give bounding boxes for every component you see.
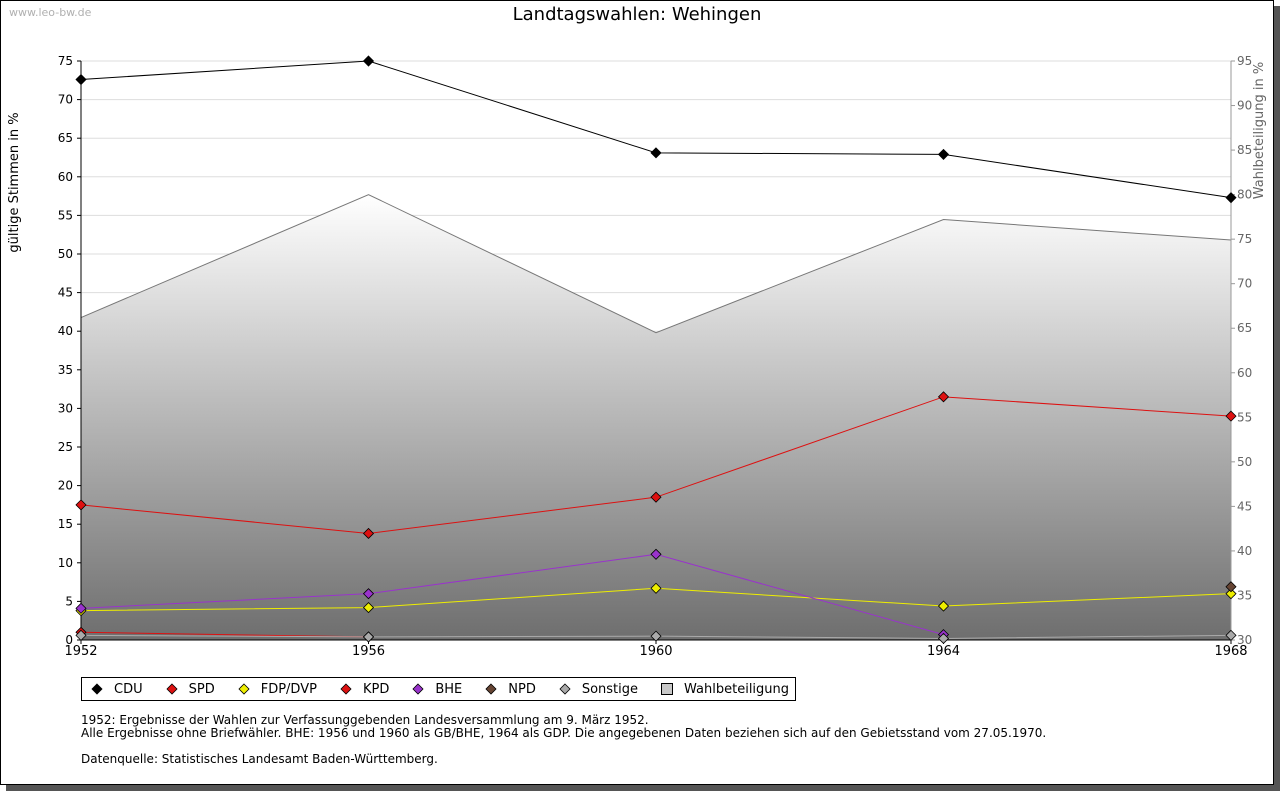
y2-tick-label: 60 (1237, 366, 1252, 380)
x-tick-label: 1964 (927, 644, 960, 659)
data-point (1225, 588, 1237, 600)
legend-label: Wahlbeteiligung (684, 681, 790, 697)
legend-swatch (340, 683, 352, 695)
y-tick-label: 60 (58, 170, 73, 184)
legend-swatch (166, 683, 178, 695)
y2-tick-label: 70 (1237, 277, 1252, 291)
data-point (1225, 410, 1237, 422)
y-tick-label: 5 (65, 594, 73, 608)
legend-label: Sonstige (581, 681, 639, 697)
legend-label: NPD (508, 681, 536, 697)
y2-tick-label: 75 (1237, 232, 1252, 246)
watermark: www.leo-bw.de (9, 6, 92, 19)
x-tick-label: 1956 (352, 644, 385, 659)
data-point (362, 527, 375, 540)
x-tick-label: 1968 (1214, 644, 1247, 659)
legend-label: KPD (362, 681, 390, 697)
data-point (75, 602, 87, 614)
y2-tick-label: 95 (1237, 54, 1252, 68)
legend-item: Wahlbeteiligung (660, 682, 789, 697)
note-line-2: Alle Ergebnisse ohne Briefwähler. BHE: 1… (81, 726, 1047, 740)
turnout-area (81, 194, 1231, 640)
y2-axis-title: Wahlbeteiligung in % (1252, 62, 1267, 199)
legend-swatch (238, 683, 250, 695)
y2-tick-label: 65 (1237, 321, 1252, 335)
y-tick-label: 10 (58, 556, 73, 570)
data-point (362, 631, 375, 643)
legend-swatch (661, 683, 674, 695)
data-point (650, 548, 662, 560)
data-point (650, 582, 662, 594)
legend-label: BHE (435, 681, 463, 697)
y-tick-label: 70 (58, 93, 73, 107)
legend-item: SPD (165, 682, 215, 697)
y2-tick-label: 50 (1237, 455, 1252, 469)
data-point (1225, 629, 1237, 641)
y-tick-label: 45 (58, 286, 73, 300)
chart-legend: CDU SPD FDP/DVP KPD BHE NPD Sonstige Wahlbeteil… (81, 677, 797, 701)
legend-item: BHE (411, 682, 462, 697)
y-tick-label: 75 (58, 54, 73, 68)
data-point (1225, 192, 1237, 204)
note-line-1: 1952: Ergebnisse der Wahlen zur Verfassu… (81, 713, 649, 727)
data-point (362, 588, 375, 600)
y-axis-title: gültige Stimmen in % (7, 112, 22, 252)
legend-label: SPD (188, 681, 215, 697)
data-point (650, 630, 662, 642)
legend-item: Sonstige (558, 682, 638, 697)
data-point (937, 148, 950, 160)
data-point (650, 491, 662, 503)
y2-tick-label: 80 (1237, 188, 1252, 202)
y-tick-label: 30 (58, 401, 73, 415)
chart-notes: 1952: Ergebnisse der Wahlen zur Verfassu… (81, 714, 1046, 766)
x-tick-label: 1952 (64, 644, 97, 659)
y-tick-label: 50 (58, 247, 73, 261)
y2-tick-label: 30 (1237, 633, 1252, 647)
legend-item: KPD (339, 682, 389, 697)
data-point (1225, 581, 1237, 593)
y2-tick-label: 90 (1237, 99, 1252, 113)
y2-tick-label: 35 (1237, 588, 1252, 602)
data-point (362, 55, 375, 67)
series-line (80, 553, 944, 636)
data-point (937, 391, 950, 403)
y2-tick-label: 55 (1237, 410, 1252, 424)
y-tick-label: 15 (58, 517, 73, 531)
y-tick-label: 25 (58, 440, 73, 454)
legend-label: FDP/DVP (260, 681, 317, 697)
series-line (80, 631, 369, 638)
y-tick-label: 20 (58, 479, 73, 493)
legend-swatch (559, 683, 571, 695)
data-point (937, 600, 950, 612)
legend-label: CDU (114, 681, 143, 697)
data-point (75, 499, 87, 511)
note-source: Datenquelle: Statistisches Landesamt Bad… (81, 752, 438, 766)
y-tick-label: 0 (65, 633, 73, 647)
chart-title: Landtagswahlen: Wehingen (512, 4, 762, 25)
y-tick-label: 65 (58, 131, 73, 145)
legend-item: FDP/DVP (237, 682, 317, 697)
x-tick-label: 1960 (639, 644, 672, 659)
y-tick-label: 40 (58, 324, 73, 338)
data-point (75, 73, 87, 86)
y2-tick-label: 45 (1237, 499, 1252, 513)
legend-swatch (91, 683, 103, 695)
data-point (937, 632, 950, 645)
data-point (362, 602, 375, 614)
data-point (75, 629, 87, 641)
legend-swatch (485, 683, 497, 695)
legend-item: NPD (484, 682, 536, 697)
y-tick-label: 35 (58, 363, 73, 377)
y2-tick-label: 85 (1237, 143, 1252, 157)
y-tick-label: 55 (58, 208, 73, 222)
legend-swatch (412, 683, 424, 695)
legend-item: CDU (90, 682, 143, 697)
turnout-area-outline (80, 194, 1232, 334)
y2-tick-label: 40 (1237, 544, 1252, 558)
data-point (650, 147, 662, 159)
